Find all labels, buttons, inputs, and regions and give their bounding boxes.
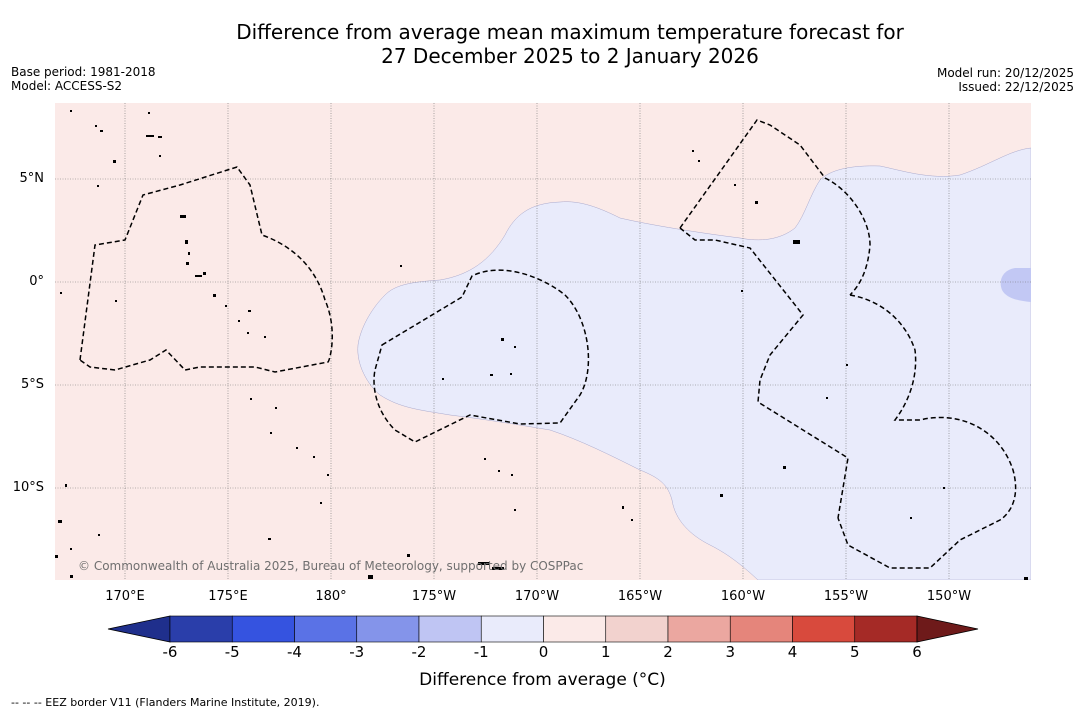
lon-label-160w: 160°W [720,589,766,604]
meta-left: Base period: 1981-2018 Model: ACCESS-S2 [11,65,156,93]
colorbar-tick-label: -5 [224,643,240,661]
lat-label-10s: 10°S [12,480,44,495]
colorbar-tick-label: 4 [787,643,798,661]
base-period: Base period: 1981-2018 [11,65,156,79]
colorbar-high-extension [916,615,979,643]
eez-french-polynesia [837,294,1017,569]
colorbar-cell [854,615,918,643]
colorbar-cell [480,615,544,643]
eez-kiribati-line-south [679,227,849,519]
model-name: Model: ACCESS-S2 [11,79,123,93]
eez-borders [79,119,1017,569]
lon-label-170w: 170°W [514,589,560,604]
colorbar-tick-label: -2 [411,643,427,661]
colorbar-tick-label: -6 [162,643,178,661]
colorbar-cell [667,615,731,643]
colorbar [107,615,979,643]
title-line-1: Difference from average mean maximum tem… [236,20,904,44]
colorbar-tick-label: -4 [287,643,302,661]
graticule [55,103,1031,580]
colorbar-tick-label: 0 [538,643,549,661]
colorbar-tick-label: 5 [849,643,860,661]
colorbar-tick-label: -3 [349,643,365,661]
lon-label-175w: 175°W [411,589,457,604]
lon-label-170e: 170°E [105,589,145,604]
colorbar-cell [169,615,233,643]
colorbar-tick-label: 1 [600,643,611,661]
eez-kiribati-gilberts [79,166,334,373]
copyright-notice: © Commonwealth of Australia 2025, Bureau… [78,559,583,573]
map-title: Difference from average mean maximum tem… [0,20,1085,68]
colorbar-tick-label: 3 [725,643,736,661]
lon-label-155w: 155°W [823,589,869,604]
lat-label-0: 0° [29,274,44,289]
colorbar-cell [418,615,482,643]
colorbar-cell [729,615,793,643]
lon-label-175e: 175°E [208,589,248,604]
colorbar-cell [294,615,358,643]
colorbar-tick-label: 6 [912,643,922,661]
eez-kiribati-line-north [679,119,871,296]
lon-label-180: 180° [315,589,347,604]
colorbar-title: Difference from average (°C) [419,670,666,690]
colorbar-cell [792,615,856,643]
colorbar-cell [543,615,607,643]
colorbar-tick-label: 2 [663,643,673,661]
colorbar-tick-label: -1 [473,643,489,661]
issued-date: Issued: 22/12/2025 [958,80,1074,94]
colorbar-low-extension [107,615,171,643]
cool-anomaly-region [357,147,1031,580]
colorbar-cell [231,615,295,643]
eez-legend-note: -- -- -- EEZ border V11 (Flanders Marine… [11,696,320,709]
lon-label-165w: 165°W [617,589,663,604]
cooler-anomaly-patch [1000,268,1031,302]
lat-label-5n: 5°N [19,171,45,186]
title-line-2: 27 December 2025 to 2 January 2026 [381,44,759,68]
eez-kiribati-phoenix [373,269,590,443]
meta-right: Model run: 20/12/2025 Issued: 22/12/2025 [937,66,1074,94]
islands [55,110,1028,580]
colorbar-cell [605,615,669,643]
colorbar-cell [356,615,420,643]
lat-label-5s: 5°S [20,377,44,392]
model-run: Model run: 20/12/2025 [936,66,1074,80]
lon-label-150w: 150°W [926,589,972,604]
